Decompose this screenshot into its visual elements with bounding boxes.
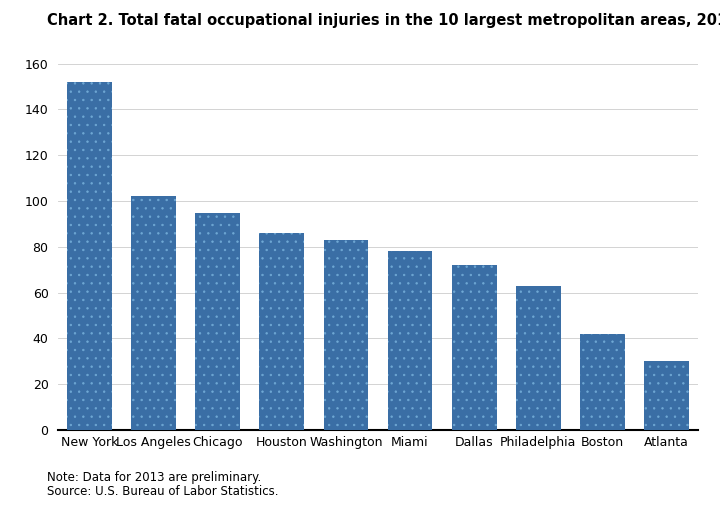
Text: Source: U.S. Bureau of Labor Statistics.: Source: U.S. Bureau of Labor Statistics. [47,485,279,498]
Bar [323,240,369,430]
Bar [516,286,561,430]
Text: Note: Data for 2013 are preliminary.: Note: Data for 2013 are preliminary. [47,471,261,484]
Text: Chart 2. Total fatal occupational injuries in the 10 largest metropolitan areas,: Chart 2. Total fatal occupational injuri… [47,13,720,27]
Bar [67,82,112,430]
Bar [644,361,689,430]
Bar [131,196,176,430]
Bar [195,212,240,430]
Bar [580,334,625,430]
Bar [387,251,433,430]
Bar [259,233,305,430]
Bar [451,265,497,430]
